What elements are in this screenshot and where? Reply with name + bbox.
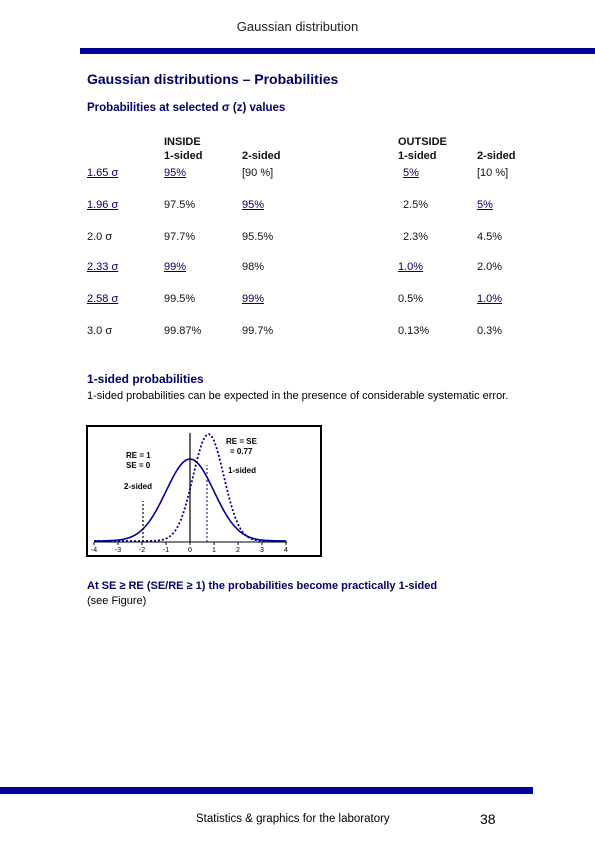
row-inside-1sided: 99.87%: [164, 325, 202, 337]
label-077: = 0.77: [230, 447, 253, 456]
label-2sided: 2-sided: [124, 482, 152, 491]
row-inside-1sided: 97.5%: [164, 199, 196, 211]
section-subtitle: Probabilities at selected σ (z) values: [87, 102, 286, 114]
x-tick-label: -2: [139, 547, 145, 554]
col-inside-1sided: 1-sided: [164, 150, 203, 162]
x-tick-label: -4: [91, 547, 97, 554]
row-outside-1sided: 2.5%: [403, 199, 429, 211]
row-inside-1sided: 99%: [164, 261, 187, 273]
row-z: 1.65 σ: [87, 167, 119, 179]
one-sided-text: 1-sided probabilities can be expected in…: [87, 390, 509, 402]
one-sided-title: 1-sided probabilities: [87, 372, 204, 386]
row-outside-2sided: 4.5%: [477, 231, 503, 243]
inside-label: INSIDE: [164, 136, 201, 148]
x-tick-label: 1: [212, 547, 216, 554]
x-tick-label: -3: [115, 547, 121, 554]
row-z: 2.58 σ: [87, 293, 119, 305]
row-outside-1sided: 1.0%: [398, 261, 424, 273]
outside-label: OUTSIDE: [398, 136, 447, 148]
label-se0: SE = 0: [126, 461, 151, 470]
figure-frame: [86, 425, 322, 557]
row-z: 2.33 σ: [87, 261, 119, 273]
row-z: 2.0 σ: [87, 231, 113, 243]
row-z: 3.0 σ: [87, 325, 113, 337]
top-rule: [80, 48, 595, 54]
row-outside-1sided: 0.5%: [398, 293, 424, 305]
x-tick-label: 2: [236, 547, 240, 554]
label-re1: RE = 1: [126, 451, 151, 460]
row-inside-1sided: 99.5%: [164, 293, 196, 305]
row-inside-2sided: 99%: [242, 293, 265, 305]
row-outside-2sided: 0.3%: [477, 325, 503, 337]
x-ticks: -4 -3 -2 -1 0 1 2 3 4: [91, 542, 288, 554]
row-inside-2sided: [90 %]: [242, 167, 274, 179]
x-tick-label: 4: [284, 547, 288, 554]
row-z: 1.96 σ: [87, 199, 119, 211]
gaussian-curve-solid: [94, 458, 286, 542]
row-inside-2sided: 95%: [242, 199, 265, 211]
x-tick-label: 0: [188, 547, 192, 554]
label-rese: RE = SE: [226, 437, 258, 446]
row-outside-1sided: 5%: [403, 167, 419, 179]
running-title: Gaussian distribution: [236, 19, 359, 34]
note-normal: (see Figure): [87, 595, 147, 607]
row-outside-2sided: 1.0%: [477, 293, 503, 305]
x-tick-label: 3: [260, 547, 264, 554]
row-inside-2sided: 98%: [242, 261, 265, 273]
row-outside-1sided: 0.13%: [398, 325, 430, 337]
bottom-rule: [0, 787, 533, 794]
row-inside-1sided: 97.7%: [164, 231, 196, 243]
footer-text: Statistics & graphics for the laboratory: [196, 813, 390, 825]
row-outside-2sided: 2.0%: [477, 261, 503, 273]
row-outside-2sided: [10 %]: [477, 167, 509, 179]
row-inside-2sided: 99.7%: [242, 325, 274, 337]
section-title: Gaussian distributions – Probabilities: [87, 71, 339, 87]
label-1sided: 1-sided: [228, 466, 256, 475]
page-number: 38: [480, 811, 496, 827]
row-outside-2sided: 5%: [477, 199, 493, 211]
x-tick-label: -1: [163, 547, 169, 554]
row-outside-1sided: 2.3%: [403, 231, 429, 243]
col-outside-2sided: 2-sided: [477, 150, 516, 162]
col-outside-1sided: 1-sided: [398, 150, 437, 162]
row-inside-2sided: 95.5%: [242, 231, 274, 243]
figure-note: At SE ≥ RE (SE/RE ≥ 1) the probabilities…: [87, 579, 527, 609]
row-inside-1sided: 95%: [164, 167, 187, 179]
col-inside-2sided: 2-sided: [242, 150, 281, 162]
gaussian-figure: -4 -3 -2 -1 0 1 2 3 4 RE = 1 SE = 0 RE = SE = 0.…: [86, 425, 322, 557]
note-bold: At SE ≥ RE (SE/RE ≥ 1) the probabilities…: [87, 580, 438, 592]
gaussian-curve-dotted: [94, 433, 286, 542]
